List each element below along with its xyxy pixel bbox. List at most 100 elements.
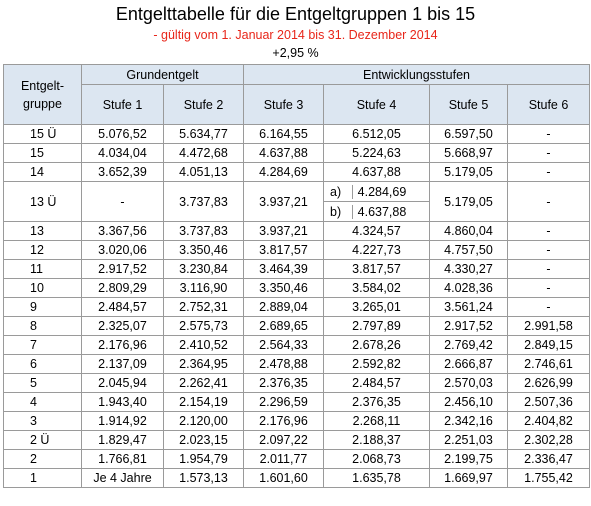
stufe-3-cell: 2.376,35 [243,373,324,393]
stufe-2-cell: 2.410,52 [163,335,244,355]
stufe-3-cell: 2.564,33 [243,335,324,355]
table-row: 13 Ü -3.737,83 3.937,21 a) 4.284,69 5.179,05- [3,181,590,222]
stufe-1-cell: 3.020,06 [81,240,164,260]
stufe-5-cell: 2.342,16 [429,411,508,431]
stufe-6-cell: - [507,240,590,260]
stufe-2-cell: 2.752,31 [163,297,244,317]
group-cell: 9 [3,297,82,317]
stufe-4-value: 4.637,88 [352,204,429,219]
group-header: Entgelt- gruppe [3,64,82,125]
stufe-4-cell: 4.637,88 [323,162,430,182]
stufe-4-cell: 1.635,78 [323,468,430,488]
stufe-5-cell: 6.597,50 [429,124,508,144]
stufe-1-cell: 3.652,39 [81,162,164,182]
stufe-2-cell: 2.154,19 [163,392,244,412]
group-cell: 8 [3,316,82,336]
stufe-2-cell: 3.230,84 [163,259,244,279]
stufe-3-cell: 3.937,21 [243,181,324,222]
stufe-5-cell: 1.669,97 [429,468,508,488]
group-cell: 13 Ü [3,181,82,222]
stufe-2-cell: 2.364,95 [163,354,244,374]
stufe-4-cell: 6.512,05 [323,124,430,144]
stufe-1-cell: 1.914,92 [81,411,164,431]
stufe-3-cell: 2.478,88 [243,354,324,374]
stufe-2-cell: 2.575,73 [163,316,244,336]
stufe-2-cell: 2.262,41 [163,373,244,393]
group-cell: 6 [3,354,82,374]
stufe-4-cell: 2.678,26 [323,335,430,355]
stufe-3-cell: 2.296,59 [243,392,324,412]
stufe-6-cell: - [507,259,590,279]
stufe-1-cell: 1.829,47 [81,430,164,450]
stufe-4-cell: 3.265,01 [323,297,430,317]
stufe-1-cell: 1.943,40 [81,392,164,412]
group-cell: 12 [3,240,82,260]
stufe-2-cell: 2.120,00 [163,411,244,431]
group-cell: 13 [3,221,82,241]
stufe-3-cell: 4.637,88 [243,143,324,163]
entwicklungsstufen-header: Entwicklungsstufen [243,64,590,85]
stufe-2-cell: 1.954,79 [163,449,244,469]
stufe-3-cell: 2.097,22 [243,430,324,450]
table-row: 14 3.652,39 4.051,13 4.284,69 4.637,88 5.179,… [3,162,590,182]
page-title: Entgelttabelle für die Entgeltgruppen 1 … [115,4,476,24]
stufe-5-cell: 4.860,04 [429,221,508,241]
stufe-4-header: Stufe 4 [323,84,430,125]
stufe-4-cell: 2.268,11 [323,411,430,431]
stufe-1-cell: 2.137,09 [81,354,164,374]
table-row: 2 1.766,81 1.954,79 2.011,77 2.068,73 2.199,7… [3,449,590,469]
stufe-2-cell: 3.737,83 [163,181,244,222]
stufe-6-cell: 2.626,99 [507,373,590,393]
stufe-5-cell: 4.757,50 [429,240,508,260]
group-cell: 15 [3,143,82,163]
stufe-6-cell: 2.991,58 [507,316,590,336]
table-row: 1 Je 4 Jahre 1.573,13 1.601,60 1.635,78 1.669… [3,468,590,488]
stufe-6-cell: 2.849,15 [507,335,590,355]
group-cell: 10 [3,278,82,298]
stufe-4-cell: 3.817,57 [323,259,430,279]
stufe-4-cell: 4.227,73 [323,240,430,260]
stufe-5-cell: 5.179,05 [429,181,508,222]
table-row: 8 2.325,07 2.575,73 2.689,65 2.797,89 2.917,5… [3,316,590,336]
stufe-4-cell: 4.324,57 [323,221,430,241]
stufe-6-cell: - [507,181,590,222]
stufe-5-cell: 5.668,97 [429,143,508,163]
stufe-5-cell: 2.251,03 [429,430,508,450]
group-cell: 11 [3,259,82,279]
stufe-2-cell: 3.116,90 [163,278,244,298]
group-cell: 4 [3,392,82,412]
stufe-6-cell: 2.302,28 [507,430,590,450]
table-row: 15 Ü 5.076,52 5.634,77 6.164,55 6.512,05 6.59… [3,124,590,144]
stufe-5-cell: 2.570,03 [429,373,508,393]
stufe-4-cell: 2.484,57 [323,373,430,393]
stufe-3-cell: 2.889,04 [243,297,324,317]
stufe-4-cell: 3.584,02 [323,278,430,298]
stufe-5-header: Stufe 5 [429,84,508,125]
stufe-4-cell: 2.068,73 [323,449,430,469]
stufe-5-cell: 4.330,27 [429,259,508,279]
stufe-6-cell: 2.404,82 [507,411,590,431]
stufe-6-header: Stufe 6 [507,84,590,125]
stufe-6-cell: - [507,162,590,182]
stufe-3-header: Stufe 3 [243,84,324,125]
table-row: 2 Ü 1.829,47 2.023,15 2.097,22 2.188,37 2.251… [3,430,590,450]
stufe-6-cell: - [507,143,590,163]
stufe-6-cell: 2.507,36 [507,392,590,412]
table-row: 4 1.943,40 2.154,19 2.296,59 2.376,35 2.456,1… [3,392,590,412]
stufe-4-cell-b: b) 4.637,88 [323,201,430,222]
group-cell: 7 [3,335,82,355]
stufe-3-cell: 4.284,69 [243,162,324,182]
table-row: 9 2.484,57 2.752,31 2.889,04 3.265,01 3.561,2… [3,297,590,317]
stufe-2-cell: 5.634,77 [163,124,244,144]
stufe-1-cell: 2.484,57 [81,297,164,317]
stufe-1-cell: 4.034,04 [81,143,164,163]
stufe-6-cell: 2.336,47 [507,449,590,469]
stufe-2-header: Stufe 2 [163,84,244,125]
group-cell: 14 [3,162,82,182]
stufe-6-cell: - [507,297,590,317]
stufe-5-cell: 2.769,42 [429,335,508,355]
stufe-6-cell: - [507,124,590,144]
stufe-6-cell: - [507,221,590,241]
group-cell: 2 Ü [3,430,82,450]
table-row: 12 3.020,06 3.350,46 3.817,57 4.227,73 4.757,… [3,240,590,260]
